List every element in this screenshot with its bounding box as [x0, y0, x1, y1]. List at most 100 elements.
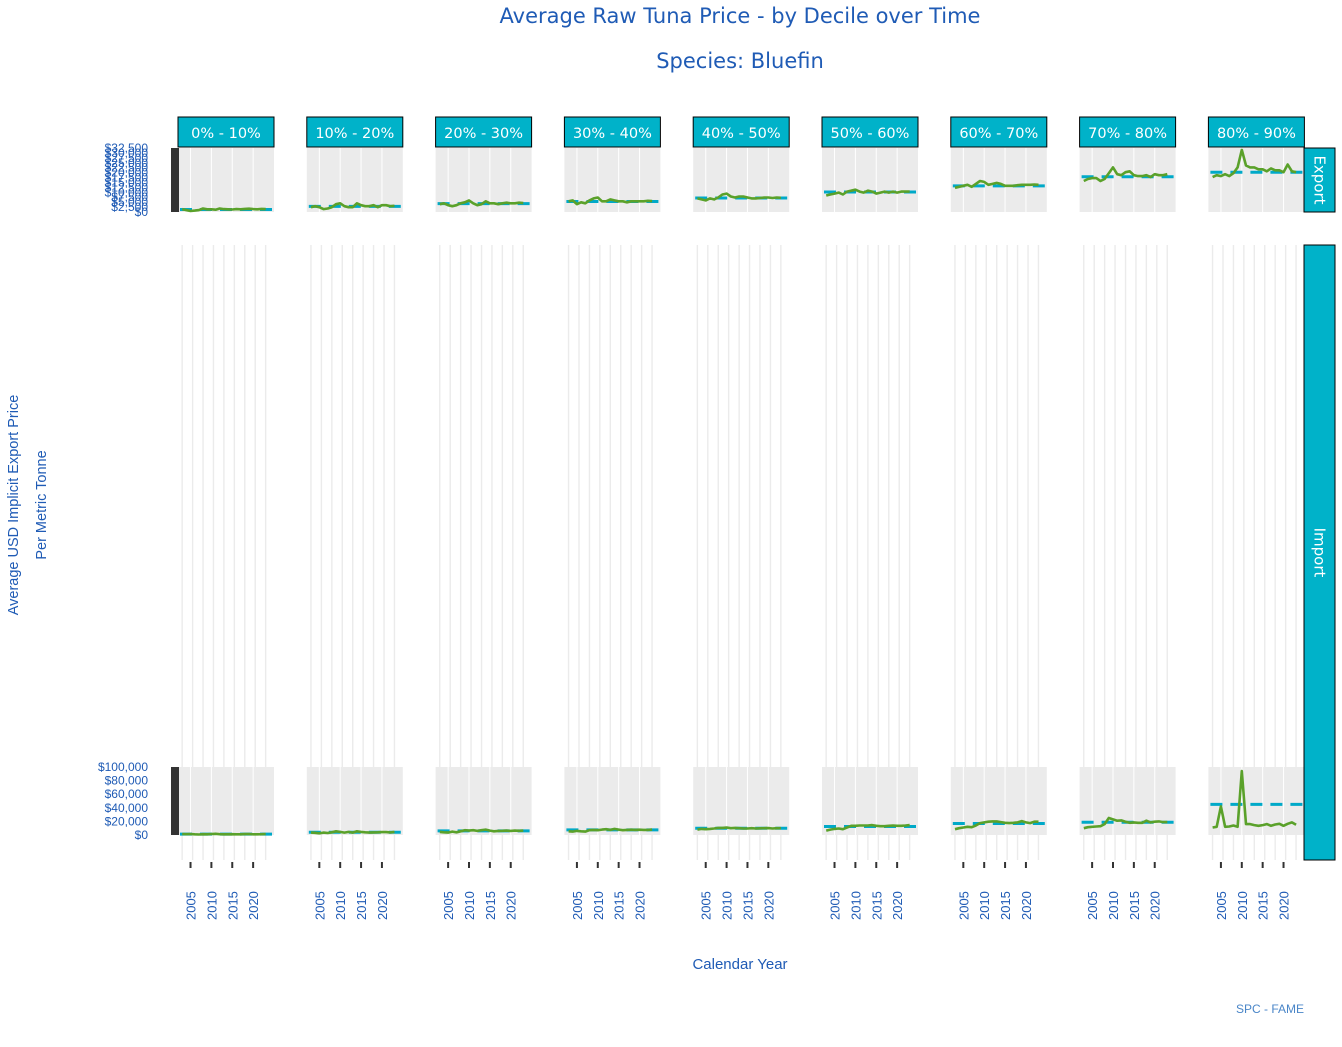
x-tick-label: 2015 — [225, 891, 240, 920]
row-strip-label: Export — [1311, 155, 1329, 204]
x-tick-label: 2005 — [828, 891, 843, 920]
row-strip-label: Import — [1311, 528, 1329, 578]
x-tick-label: 2005 — [699, 891, 714, 920]
y-tick-label: $25,000 — [105, 156, 149, 170]
facet-strip — [435, 116, 533, 148]
panel-background — [178, 148, 274, 212]
facet-strip-label: 10% - 20% — [315, 126, 394, 142]
series-line — [1212, 769, 1297, 829]
x-tick-label: 2015 — [740, 891, 755, 920]
facet-strip — [1079, 116, 1177, 148]
x-tick-label: 2020 — [633, 891, 648, 920]
x-tick-label: 2010 — [591, 891, 606, 920]
x-tick-label: 2005 — [1214, 891, 1229, 920]
facet-strip-label: 60% - 70% — [959, 126, 1038, 142]
y-tick-label: $20,000 — [105, 814, 149, 828]
x-tick-label: 2010 — [462, 891, 477, 920]
facet-strip-label: 0% - 10% — [191, 126, 261, 142]
source-caption: SPC - FAME — [1235, 1002, 1304, 1016]
x-tick-label: 2005 — [1085, 891, 1100, 920]
x-tick-label: 2020 — [504, 891, 519, 920]
facet-strip — [306, 116, 404, 148]
facet-strip-label: 20% - 30% — [444, 126, 523, 142]
x-tick-label: 2020 — [761, 891, 776, 920]
panel-background — [178, 767, 274, 835]
y-tick-label: $0 — [135, 205, 149, 219]
facet-strip — [950, 116, 1048, 148]
panel-background — [822, 148, 918, 212]
x-tick-label: 2010 — [720, 891, 735, 920]
x-tick-label: 2020 — [246, 891, 261, 920]
x-tick-label: 2020 — [890, 891, 905, 920]
panel-background — [822, 767, 918, 835]
panel-background — [1079, 148, 1176, 212]
panel-background — [306, 767, 403, 835]
x-tick-label: 2020 — [1277, 891, 1292, 920]
x-tick-label: 2015 — [1256, 891, 1271, 920]
x-tick-label: 2010 — [1106, 891, 1121, 920]
y-tick-label: $20,000 — [105, 166, 149, 180]
y-tick-label: $10,000 — [105, 185, 149, 199]
series-line — [825, 188, 910, 197]
facet-strip — [177, 116, 275, 148]
x-tick-label: 2015 — [998, 891, 1013, 920]
y-tick-label: $2,500 — [111, 200, 148, 214]
x-tick-label: 2010 — [333, 891, 348, 920]
panel-background — [1079, 767, 1176, 835]
x-tick-label: 2015 — [483, 891, 498, 920]
panel-background — [693, 767, 790, 835]
x-tick-label: 2010 — [204, 891, 219, 920]
series-line — [181, 207, 266, 213]
x-tick-label: 2005 — [956, 891, 971, 920]
facet-strip-label: 30% - 40% — [573, 126, 652, 142]
y-tick-label: $22,500 — [105, 161, 149, 175]
x-tick-label: 2015 — [869, 891, 884, 920]
y-tick-label: $5,000 — [111, 195, 148, 209]
x-tick-label: 2020 — [1019, 891, 1034, 920]
x-tick-label: 2010 — [848, 891, 863, 920]
y-axis-bar — [171, 148, 179, 212]
series-line — [568, 196, 653, 206]
y-tick-label: $32,500 — [105, 141, 149, 155]
y-tick-label: $0 — [135, 828, 149, 842]
x-tick-label: 2005 — [570, 891, 585, 920]
panel-background — [306, 148, 403, 212]
x-tick-label: 2020 — [1148, 891, 1163, 920]
y-tick-label: $12,500 — [105, 180, 149, 194]
series-line — [439, 199, 524, 208]
x-tick-label: 2005 — [184, 891, 199, 920]
x-tick-label: 2010 — [977, 891, 992, 920]
panel-background — [693, 148, 790, 212]
x-tick-label: 2010 — [1235, 891, 1250, 920]
series-line — [439, 828, 524, 834]
series-line — [825, 823, 910, 832]
facet-strip-label: 80% - 90% — [1217, 126, 1296, 142]
x-tick-label: 2005 — [312, 891, 327, 920]
y-tick-label: $27,500 — [105, 151, 149, 165]
series-line — [697, 826, 781, 831]
series-line — [568, 827, 653, 833]
series-line — [310, 829, 395, 835]
series-line — [1212, 148, 1297, 179]
x-axis-label: Calendar Year — [692, 956, 788, 973]
y-tick-label: $80,000 — [105, 774, 149, 788]
row-strip — [1303, 244, 1336, 861]
x-tick-label: 2020 — [375, 891, 390, 920]
facet-strip — [692, 116, 790, 148]
series-line — [954, 179, 1039, 190]
facet-strip-label: 40% - 50% — [702, 126, 781, 142]
series-line — [1083, 816, 1168, 830]
panel-background — [1208, 148, 1305, 212]
series-line — [182, 832, 266, 836]
y-tick-label: $60,000 — [105, 787, 149, 801]
y-axis-bar — [171, 767, 179, 835]
facet-strip-label: 50% - 60% — [831, 126, 910, 142]
y-tick-label: $40,000 — [105, 801, 149, 815]
series-line — [697, 192, 781, 202]
series-line — [954, 819, 1039, 831]
x-tick-label: 2005 — [441, 891, 456, 920]
chart-subtitle: Species: Bluefin — [656, 49, 824, 73]
x-tick-label: 2015 — [612, 891, 627, 920]
facet-strip — [1207, 116, 1305, 148]
